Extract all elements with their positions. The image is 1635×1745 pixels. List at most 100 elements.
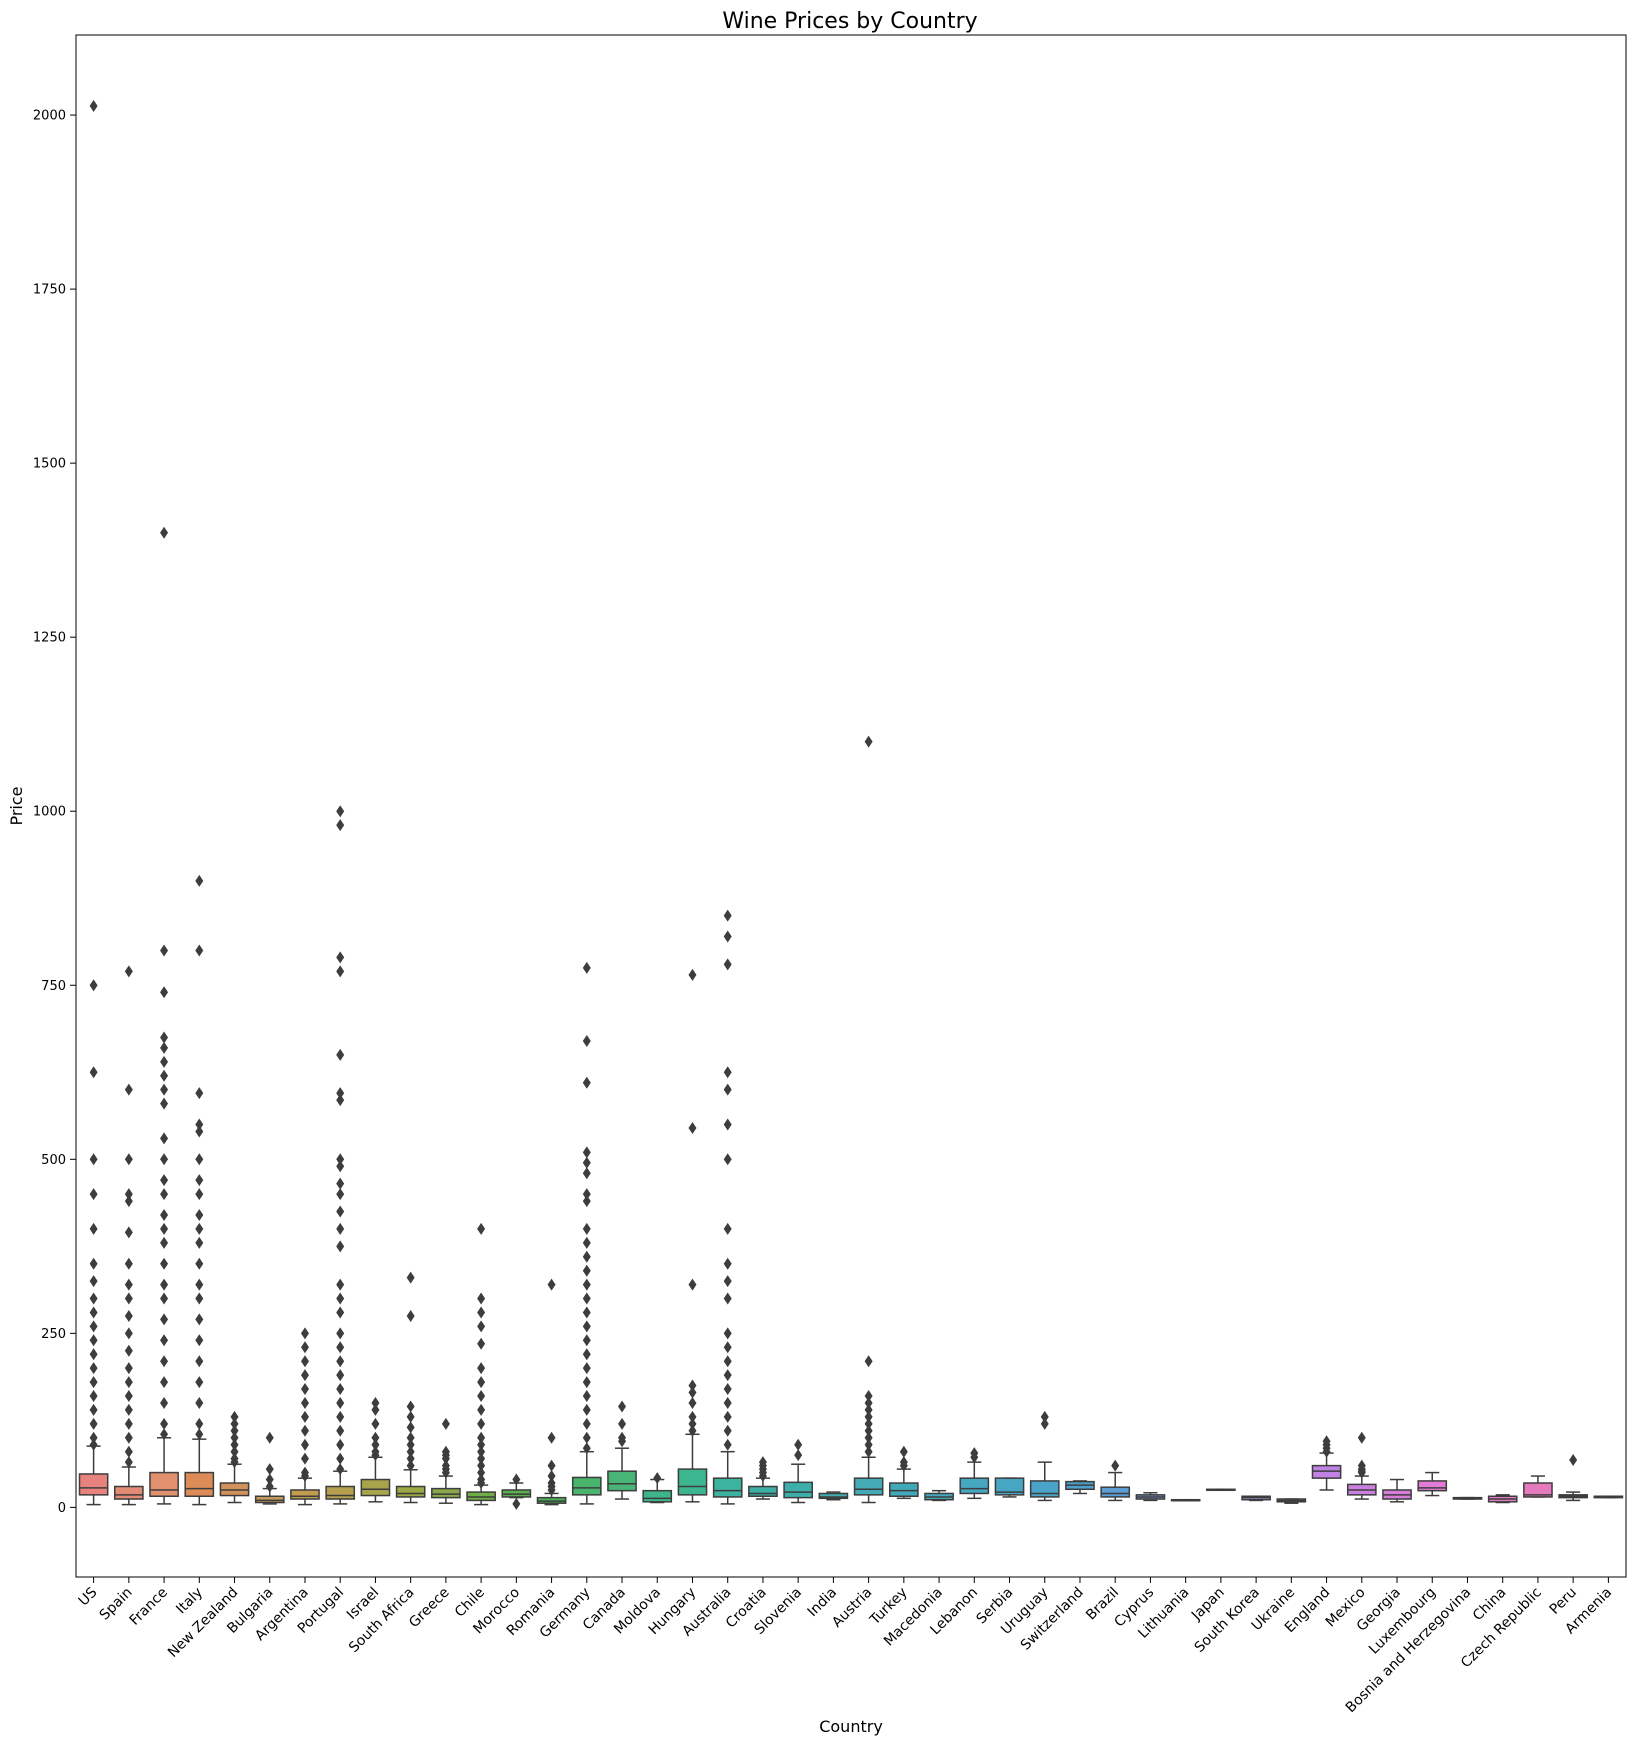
outlier-point (582, 1362, 591, 1375)
outlier-point (124, 1445, 133, 1458)
outlier-point (300, 1327, 309, 1340)
outlier-point (124, 1292, 133, 1305)
outlier-point (195, 1428, 204, 1441)
box-group (78, 100, 109, 1506)
outlier-point (89, 1362, 98, 1375)
outlier-point (758, 1470, 767, 1483)
box-group (395, 1271, 426, 1504)
outlier-point (794, 1438, 803, 1451)
outlier-point (336, 965, 345, 978)
outlier-point (89, 1066, 98, 1079)
y-tick-label: 1500 (33, 457, 66, 472)
outlier-point (371, 1417, 380, 1430)
outlier-point (195, 1208, 204, 1221)
outlier-point (970, 1451, 979, 1464)
outlier-point (160, 1132, 169, 1145)
outlier-point (300, 1438, 309, 1451)
outlier-point (477, 1452, 486, 1465)
outlier-point (723, 1066, 732, 1079)
outlier-point (477, 1389, 486, 1402)
outlier-point (89, 1153, 98, 1166)
outlier-point (723, 1153, 732, 1166)
outlier-point (723, 1292, 732, 1305)
y-tick-label: 2000 (33, 109, 66, 124)
outlier-point (195, 1236, 204, 1249)
box (712, 1477, 743, 1498)
outlier-point (195, 1376, 204, 1389)
outlier-point (89, 1222, 98, 1235)
box (1100, 1486, 1131, 1498)
outlier-point (124, 1456, 133, 1469)
outlier-point (195, 1174, 204, 1187)
box-group (290, 1327, 320, 1506)
outlier-point (582, 1403, 591, 1416)
outlier-point (300, 1396, 309, 1409)
outlier-point (406, 1445, 415, 1458)
outlier-point (618, 1400, 627, 1413)
box (149, 1471, 179, 1497)
outlier-point (89, 1292, 98, 1305)
outlier-point (124, 1309, 133, 1322)
outlier-point (89, 1188, 98, 1201)
box-group (1100, 1459, 1131, 1502)
outlier-point (195, 1334, 204, 1347)
outlier-point (336, 1306, 345, 1319)
outlier-point (124, 1431, 133, 1444)
outlier-point (160, 1097, 169, 1110)
outlier-point (477, 1292, 486, 1305)
outlier-point (582, 1376, 591, 1389)
outlier-point (160, 1313, 169, 1326)
outlier-point (124, 1417, 133, 1430)
outlier-point (195, 1355, 204, 1368)
box (889, 1482, 919, 1497)
outlier-point (124, 1083, 133, 1096)
outlier-point (864, 1410, 873, 1423)
outlier-point (195, 1257, 204, 1270)
box (959, 1477, 990, 1495)
outlier-point (160, 1278, 169, 1291)
outlier-point (300, 1410, 309, 1423)
outlier-point (547, 1278, 556, 1291)
outlier-point (477, 1362, 486, 1375)
outlier-point (124, 1226, 133, 1239)
box (254, 1495, 285, 1504)
outlier-point (371, 1438, 380, 1451)
outlier-point (336, 1463, 345, 1476)
x-tick-label: Austria (829, 1585, 875, 1631)
outlier-point (195, 874, 204, 887)
outlier-point (477, 1320, 486, 1333)
outlier-point (336, 1153, 345, 1166)
outlier-point (160, 1083, 169, 1096)
box-group (571, 961, 602, 1505)
outlier-point (89, 1275, 98, 1288)
outlier-point (582, 961, 591, 974)
outlier-point (124, 1195, 133, 1208)
outlier-point (89, 1431, 98, 1444)
outlier-point (723, 1257, 732, 1270)
outlier-point (89, 1389, 98, 1402)
box-group (1311, 1435, 1342, 1491)
outlier-point (230, 1410, 239, 1423)
outlier-point (160, 1208, 169, 1221)
box (1523, 1482, 1553, 1498)
outlier-point (160, 1417, 169, 1430)
outlier-point (195, 1118, 204, 1131)
outlier-point (89, 100, 98, 113)
outlier-point (688, 1379, 697, 1392)
outlier-point (688, 1417, 697, 1430)
box-group (219, 1410, 250, 1504)
outlier-point (723, 1222, 732, 1235)
outlier-point (160, 1153, 169, 1166)
outlier-point (89, 1417, 98, 1430)
outlier-point (547, 1431, 556, 1444)
outlier-point (406, 1400, 415, 1413)
box-group (1170, 1498, 1201, 1502)
outlier-point (195, 1396, 204, 1409)
outlier-point (89, 1376, 98, 1389)
box-group (325, 805, 356, 1505)
outlier-point (124, 1403, 133, 1416)
outlier-point (582, 1250, 591, 1263)
outlier-point (477, 1417, 486, 1430)
outlier-point (582, 1167, 591, 1180)
x-tick-label: US (76, 1584, 101, 1609)
